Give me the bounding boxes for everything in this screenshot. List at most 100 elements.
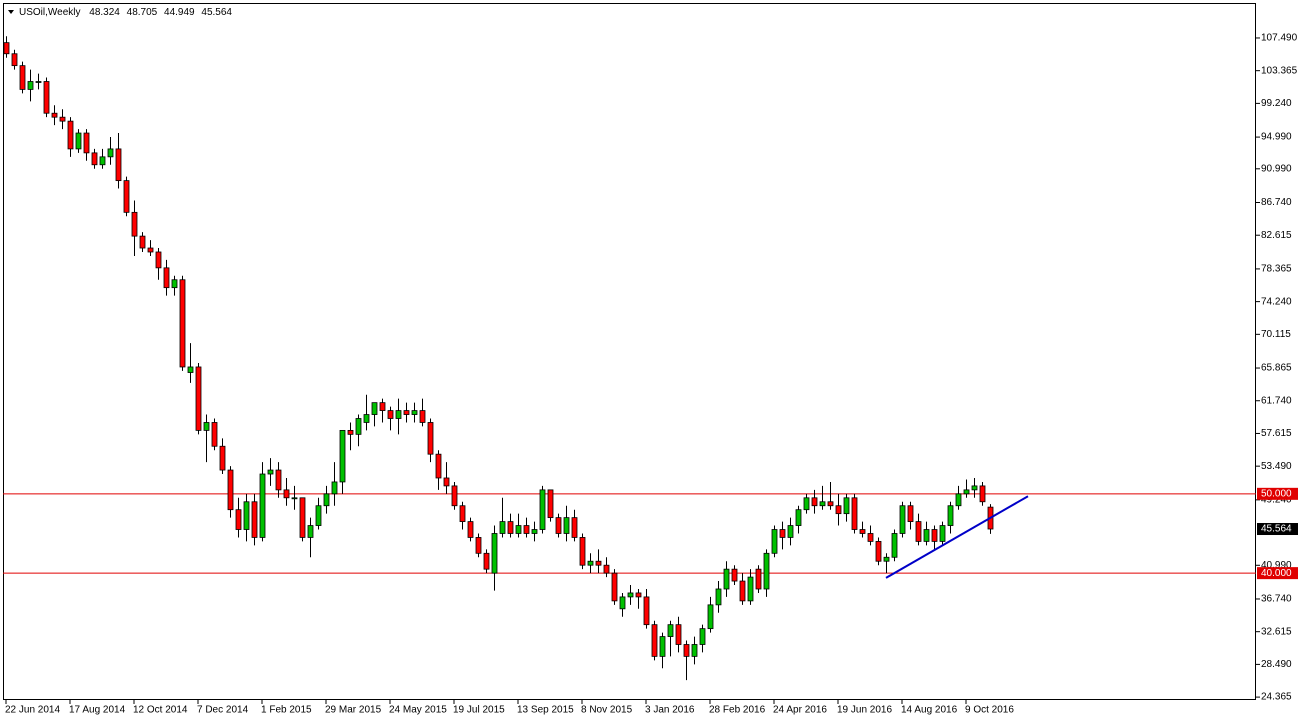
x-tick-label: 3 Jan 2016 [645,705,695,716]
x-tick-label: 1 Feb 2015 [261,705,312,716]
candle-body [443,477,450,487]
x-tick-label: 8 Nov 2015 [581,705,633,716]
candle-body [595,560,602,566]
candle-body [707,604,714,630]
candle-body [883,556,890,562]
candle-body [939,525,946,542]
candle-body [83,132,90,154]
candle-body [515,525,522,534]
candle-body [667,624,674,637]
candle-body [115,148,122,182]
y-tick-label: 40.990 [1261,560,1292,571]
candle-body [771,529,778,554]
candle-body [763,552,770,590]
y-tick-label: 70.115 [1261,329,1291,340]
candle-body [171,279,178,289]
candle-body [571,517,578,538]
candle-body [803,497,810,511]
candle-body [323,493,330,507]
candle-body [59,116,66,122]
candle-body [787,525,794,538]
candle-body [163,267,170,289]
plot-frame [3,3,1256,700]
y-tick-label: 61.740 [1261,395,1292,406]
y-tick-label: 86.740 [1261,197,1292,208]
candle-body [451,485,458,507]
y-tick-label: 103.365 [1261,65,1298,76]
menu-arrow[interactable] [8,10,14,14]
candle-body [523,525,530,534]
x-tick-label: 24 Apr 2016 [773,705,827,716]
current-price-box [1257,523,1298,536]
candle-body [419,410,426,423]
candle-body [27,81,34,90]
candle-body [35,81,42,83]
candle-body [139,235,146,249]
candle-body [507,521,514,534]
candle-body [291,497,298,500]
header-high: 48.705 [127,7,158,18]
candle-body [851,497,858,530]
price-box-label: 40.000 [1261,568,1292,579]
y-tick-label: 90.990 [1261,163,1292,174]
x-tick-label: 17 Aug 2014 [69,705,126,716]
candle-body [627,592,634,598]
candle-body [611,572,618,602]
candle-body [91,152,98,166]
candle-body [675,624,682,645]
y-tick-label: 82.615 [1261,230,1292,241]
candle-body [43,81,50,114]
candle-body [203,422,210,431]
y-tick-label: 74.240 [1261,296,1292,307]
candle-body [275,469,282,491]
candle-body [723,568,730,590]
y-tick-label: 107.490 [1261,33,1298,44]
candle-body [547,489,554,519]
trendline [885,495,1029,579]
candle-body [235,509,242,530]
candle-body [699,628,706,645]
current-price-label: 45.564 [1261,524,1292,535]
candle-body [219,445,226,471]
candle-body [491,533,498,574]
y-tick-label: 28.490 [1261,659,1292,670]
candle-body [859,529,866,534]
candle-body [691,644,698,657]
candle-body [339,429,346,483]
candle-body [267,469,274,475]
y-tick-label: 99.240 [1261,98,1292,109]
candle-body [563,517,570,534]
candle-body [307,525,314,538]
x-tick-label: 9 Oct 2016 [965,705,1014,716]
x-tick-label: 19 Jul 2015 [453,705,505,716]
candle-body [811,497,818,507]
header-close: 45.564 [201,7,232,18]
candle-body [427,422,434,455]
chart-header: USOil,Weekly 48.324 48.705 44.949 45.564 [19,7,232,18]
candle-body [875,541,882,562]
x-tick-label: 19 Jun 2016 [837,705,892,716]
y-tick-label: 57.615 [1261,428,1292,439]
candle-body [227,469,234,511]
header-low: 44.949 [164,7,195,18]
candle-body [299,497,306,538]
candle-body [107,148,114,158]
candle-body [19,65,26,90]
candle-body [475,537,482,554]
x-tick-label: 14 Aug 2016 [901,705,958,716]
candle-body [683,644,690,657]
candle-body [187,366,194,373]
x-tick-label: 24 May 2015 [389,705,447,716]
candle-body [963,489,970,495]
candle-body [947,505,954,526]
candle-body [587,560,594,566]
candle-body [835,505,842,515]
candle-body [211,422,218,447]
candle-body [539,489,546,530]
candle-body [251,501,258,538]
x-tick-label: 22 Jun 2014 [5,705,60,716]
candle-body [347,429,354,435]
candle-body [731,568,738,582]
candle-body [483,552,490,570]
